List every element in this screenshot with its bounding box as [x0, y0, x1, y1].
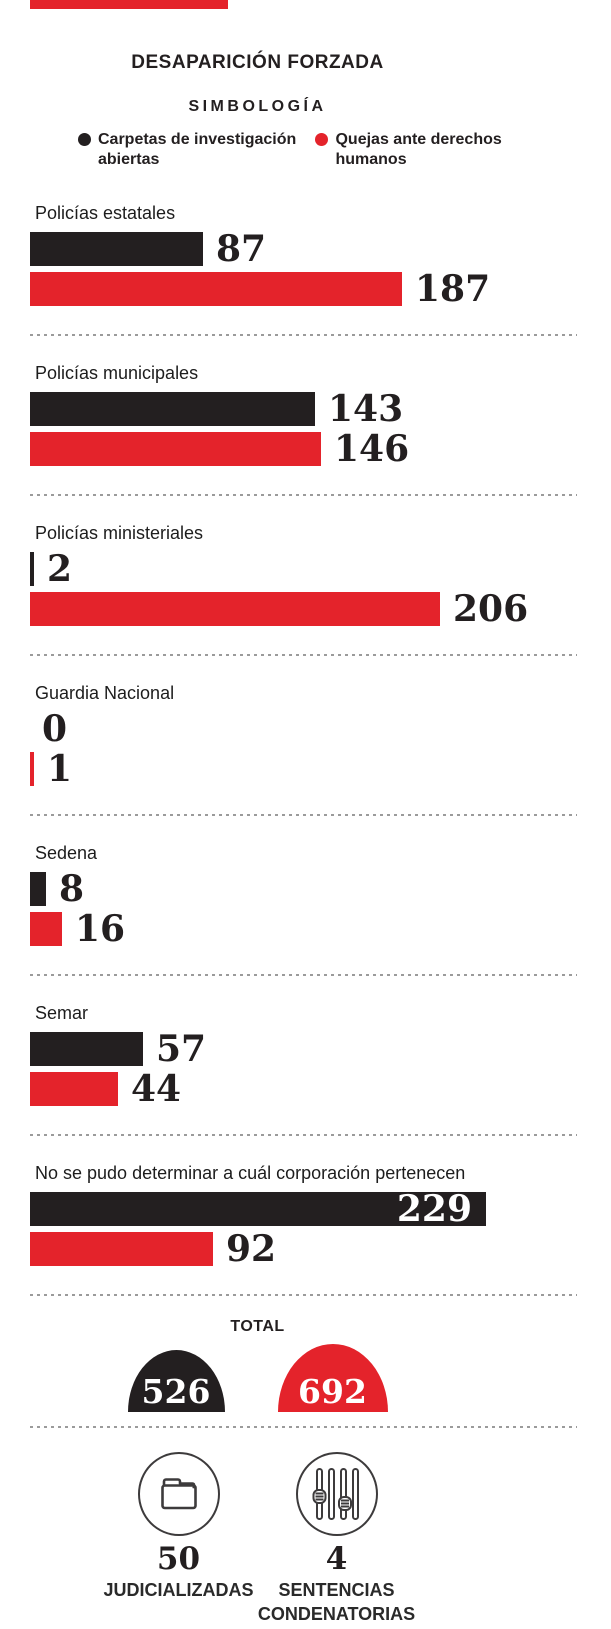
chart-section: Policías estatales 87 187: [30, 176, 577, 336]
folder-icon: [160, 1478, 197, 1510]
section-divider: [30, 494, 577, 496]
bar-row-carpetas: 2: [30, 548, 577, 590]
page-title: DESAPARICIÓN FORZADA: [131, 52, 384, 73]
chart-section: Semar 57 44: [30, 976, 577, 1136]
section-divider: [30, 814, 577, 816]
stat-label: JUDICIALIZADAS: [103, 1580, 254, 1600]
bar-row-carpetas: 87: [30, 228, 577, 270]
bar-carpetas: 229: [30, 1188, 486, 1230]
bar-carpetas: [30, 552, 34, 586]
bar-value-label: 229: [396, 1188, 472, 1230]
section-divider: [30, 1294, 577, 1296]
total-value: 692: [298, 1372, 367, 1411]
total-block: TOTAL 526 692: [0, 1296, 515, 1412]
bar-value-label: 146: [334, 428, 410, 470]
bar-quejas: [30, 1072, 118, 1106]
bar-row-quejas: 206: [30, 588, 577, 630]
footer-stat: 50 JUDICIALIZADAS: [100, 1452, 258, 1626]
bar-quejas: [30, 1232, 213, 1266]
bar-row-quejas: 44: [30, 1068, 577, 1110]
header: DESAPARICIÓN FORZADA SIMBOLOGÍA Carpetas…: [0, 0, 515, 170]
section-divider: [30, 1426, 577, 1428]
chart-section: Guardia Nacional 0 1: [30, 656, 577, 816]
bar-value-label: 8: [59, 868, 85, 910]
bar-carpetas: [30, 392, 315, 426]
category-label: Semar: [35, 1003, 89, 1023]
bar-value-label: 206: [453, 588, 529, 630]
category-label: Policías estatales: [35, 203, 176, 223]
legend-dot-icon: [78, 133, 91, 146]
bar-quejas: [30, 272, 402, 306]
stat-icon-circle: [295, 1452, 378, 1536]
category-label: Policías municipales: [35, 363, 199, 383]
chart-section: No se pudo determinar a cuál corporación…: [30, 1136, 577, 1296]
bar-row-carpetas: 8: [30, 868, 577, 910]
bar-carpetas: [30, 1032, 143, 1066]
stat-icon-circle: [137, 1452, 220, 1536]
bar-value-label: 2: [47, 548, 73, 590]
legend: Carpetas de investigación abiertas Queja…: [0, 130, 515, 170]
bar-value-label: 87: [216, 228, 267, 270]
bar-carpetas: [30, 872, 46, 906]
bar-row-quejas: 1: [30, 748, 577, 790]
bar-row-quejas: 187: [30, 268, 577, 310]
bar-value-label: 92: [226, 1228, 277, 1270]
chart-section: Sedena 8 16: [30, 816, 577, 976]
category-label: Policías ministeriales: [35, 523, 204, 543]
total-domes: 526 692: [0, 1344, 515, 1412]
stat-label: SENTENCIAS CONDENATORIAS: [257, 1580, 416, 1624]
bar-value-label: 16: [75, 908, 126, 950]
section-divider: [30, 334, 577, 336]
top-accent-bar: [30, 0, 228, 9]
bar-chart: Policías estatales 87 187 Policías munic…: [30, 176, 577, 1296]
legend-item-label: Quejas ante derechos humanos: [335, 131, 502, 168]
bar-row-quejas: 92: [30, 1228, 577, 1270]
jail-bars-icon: [312, 1468, 359, 1520]
legend-item: Quejas ante derechos humanos: [315, 130, 515, 170]
bar-value-label: 143: [328, 388, 404, 430]
bar-row-quejas: 16: [30, 908, 577, 950]
section-divider: [30, 1134, 577, 1136]
legend-dot-icon: [315, 133, 329, 146]
bar-row-carpetas: 57: [30, 1028, 577, 1070]
total-value: 526: [141, 1372, 211, 1411]
category-label: Guardia Nacional: [35, 683, 175, 703]
bar-row-carpetas: 0: [30, 708, 577, 750]
stat-value: 50: [156, 1541, 201, 1577]
bar-quejas: [30, 592, 440, 626]
section-divider: [30, 974, 577, 976]
bar-value-label: 44: [131, 1068, 182, 1110]
stat-value: 4: [325, 1541, 348, 1577]
bar-value-label: 1: [47, 748, 73, 790]
total-dome-carpetas: 526: [127, 1350, 225, 1412]
total-label: TOTAL: [230, 1318, 285, 1335]
chart-section: Policías municipales 143 146: [30, 336, 577, 496]
section-divider: [30, 654, 577, 656]
bar-quejas: [30, 752, 34, 786]
legend-item: Carpetas de investigación abiertas: [78, 130, 315, 170]
category-label: Sedena: [35, 843, 98, 863]
bar-quejas: [30, 432, 321, 466]
bar-value-label: 0: [42, 708, 68, 750]
bar-row-carpetas: 229: [30, 1188, 577, 1230]
bar-carpetas: [30, 232, 203, 266]
legend-title: SIMBOLOGÍA: [188, 98, 327, 115]
bar-quejas: [30, 912, 62, 946]
footer-stat: 4 SENTENCIAS CONDENATORIAS: [258, 1452, 416, 1626]
bar-row-quejas: 146: [30, 428, 577, 470]
bar-value-label: 187: [415, 268, 491, 310]
total-dome-quejas: 692: [277, 1344, 388, 1412]
bar-value-label: 57: [156, 1028, 207, 1070]
footer-stats: 50 JUDICIALIZADAS 4 SENTENCIAS CONDENATO…: [0, 1452, 515, 1626]
legend-item-label: Carpetas de investigación abiertas: [98, 131, 297, 168]
chart-section: Policías ministeriales 2 206: [30, 496, 577, 656]
category-label: No se pudo determinar a cuál corporación…: [35, 1163, 466, 1183]
bar-row-carpetas: 143: [30, 388, 577, 430]
